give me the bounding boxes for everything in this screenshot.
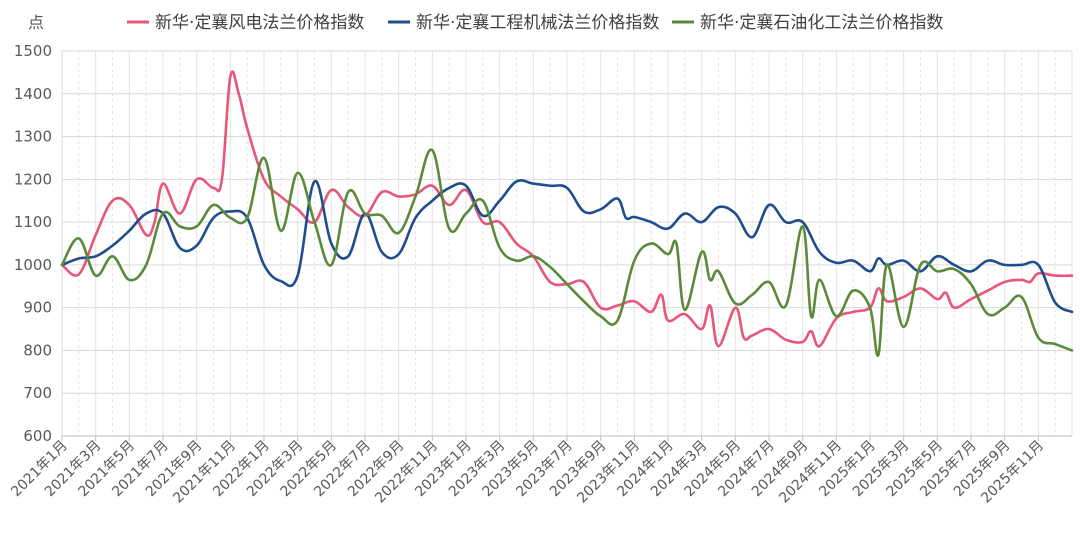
y-axis-unit-label: 点: [28, 13, 44, 32]
series-line-3: [60, 148, 1074, 357]
series-line-1: [60, 70, 1074, 348]
y-tick-label: 600: [23, 427, 52, 445]
legend-label-3: 新华·定襄石油化工法兰价格指数: [700, 12, 943, 33]
axis-layer: 6007008009001000110012001300140015002021…: [8, 42, 1072, 506]
series-line-2: [60, 179, 1074, 314]
y-tick-label: 1500: [14, 42, 52, 60]
y-tick-label: 700: [23, 384, 52, 402]
y-tick-label: 900: [23, 299, 52, 317]
grid-layer: [61, 50, 1073, 437]
y-tick-label: 1300: [14, 128, 52, 146]
y-tick-label: 800: [23, 341, 52, 359]
y-tick-label: 1200: [14, 170, 52, 188]
y-tick-label: 1100: [14, 213, 52, 231]
y-tick-label: 1400: [14, 85, 52, 103]
y-tick-label: 1000: [14, 256, 52, 274]
legend-label-1: 新华·定襄风电法兰价格指数: [155, 12, 364, 33]
series-layer: [60, 70, 1074, 357]
legend: 新华·定襄风电法兰价格指数 新华·定襄工程机械法兰价格指数 新华·定襄石油化工法兰价…: [127, 12, 943, 33]
legend-label-2: 新华·定襄工程机械法兰价格指数: [416, 12, 659, 33]
